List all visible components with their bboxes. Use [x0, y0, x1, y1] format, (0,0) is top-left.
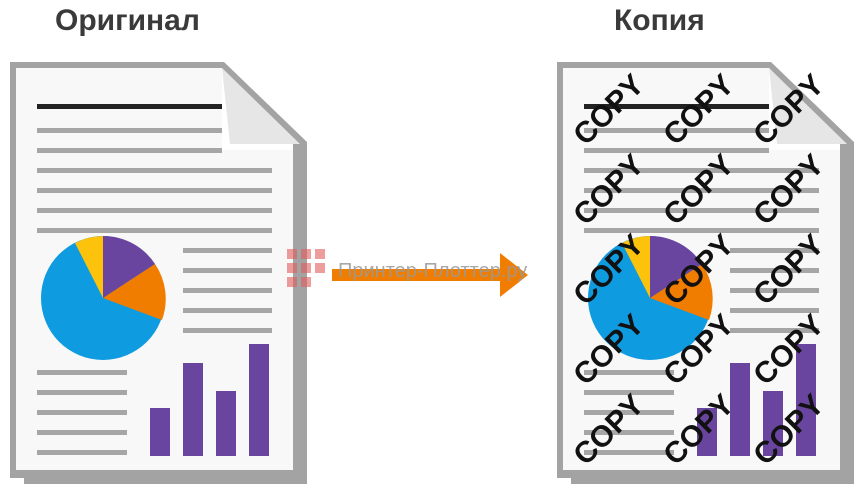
copy-title: Копия	[614, 4, 705, 37]
arrow-icon	[332, 253, 528, 297]
original-document	[10, 62, 307, 484]
watermark-logo	[287, 249, 325, 287]
original-title: Оригинал	[55, 4, 200, 37]
watermark-text: Принтер-Плоттер.ру	[338, 260, 528, 282]
